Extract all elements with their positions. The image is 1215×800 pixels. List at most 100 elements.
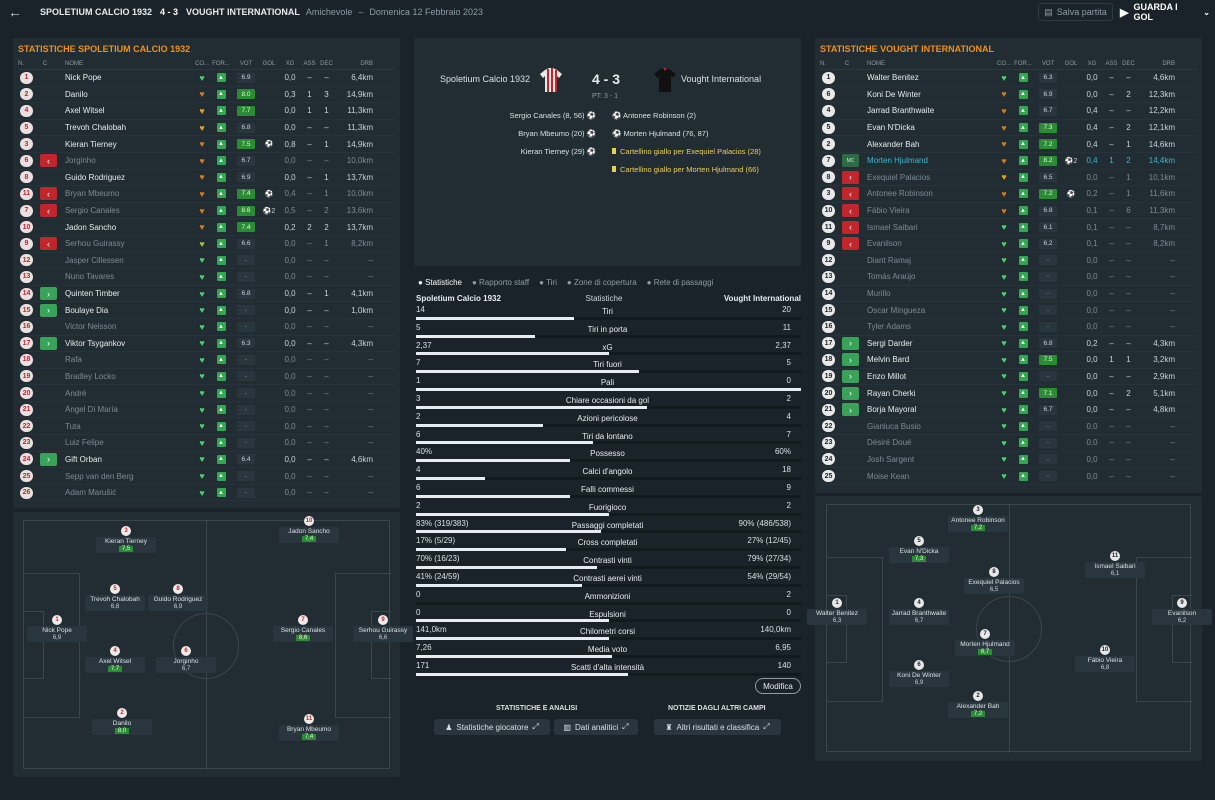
player-row[interactable]: 7 ‹ Sergio Canales ♥ ▲ 8.6 ⚽2 0,5 – 2 13,6km — [18, 203, 395, 220]
player-name[interactable]: Morten Hjulmand — [867, 156, 928, 166]
col-n[interactable]: N. — [18, 60, 24, 67]
player-name[interactable]: Óscar Mingueza — [867, 305, 926, 315]
player-name[interactable]: Quinten Timber — [65, 289, 120, 299]
tab-statistiche[interactable]: ● Statistiche — [418, 278, 462, 287]
player-row[interactable]: 12 Diant Ramaj ♥ ▲ - 0,0 – – – — [820, 253, 1197, 270]
player-row[interactable]: 23 Désiré Doué ♥ ▲ - 0,0 – – – — [820, 435, 1197, 452]
player-row[interactable]: 4 Axel Witsel ♥ ▲ 7.7 0,0 1 1 11,3km — [18, 103, 395, 120]
player-name[interactable]: Tomás Araújo — [867, 272, 916, 282]
player-name[interactable]: Murillo — [867, 289, 891, 299]
tab-tiri[interactable]: ● Tiri — [539, 278, 557, 287]
player-name[interactable]: Axel Witsel — [65, 106, 105, 116]
pitch-player[interactable]: 8 Guido Rodriguez 6,9 — [148, 584, 208, 611]
player-row[interactable]: 3 Kieran Tierney ♥ ▲ 7.5 ⚽ 0,8 – 1 14,9km — [18, 136, 395, 153]
player-name[interactable]: Rayan Cherki — [867, 388, 916, 398]
player-row[interactable]: 25 Moise Kean ♥ ▲ - 0,0 – – – — [820, 468, 1197, 485]
player-row[interactable]: 16 Tyler Adams ♥ ▲ - 0,0 – – – — [820, 319, 1197, 336]
player-name[interactable]: Enzo Millot — [867, 371, 907, 381]
pitch-player[interactable]: 7 Morten Hjulmand 8,7 — [955, 629, 1015, 656]
pitch-player[interactable]: 11 Bryan Mbeumo 7,4 — [279, 714, 339, 741]
player-name[interactable]: Moise Kean — [867, 471, 910, 481]
pitch-player[interactable]: 10 Fábio Vieira 6,8 — [1075, 645, 1135, 672]
save-match-button[interactable]: ▤ Salva partita — [1038, 3, 1113, 21]
player-row[interactable]: 17 › Sergi Darder ♥ ▲ 6.8 0,2 – – 4,3km — [820, 336, 1197, 353]
player-row[interactable]: 24 › Gift Orban ♥ ▲ 6.4 0,0 – – 4,6km — [18, 452, 395, 469]
analytics-button[interactable]: ▥ Dati analitici ⤢ — [554, 719, 638, 735]
col-vot[interactable]: VOT — [1041, 60, 1055, 67]
pitch-player[interactable]: 7 Sergio Canales 8,6 — [273, 615, 333, 642]
player-name[interactable]: Fábio Vieira — [867, 206, 910, 216]
player-name[interactable]: Trevoh Chalobah — [65, 123, 127, 133]
pitch-player[interactable]: 9 Serhou Guirassy 6,6 — [353, 615, 413, 642]
player-name[interactable]: Bradley Locko — [65, 371, 116, 381]
col-ass[interactable]: ASS — [1105, 60, 1118, 67]
player-row[interactable]: 10 Jadon Sancho ♥ ▲ 7.4 0,2 2 2 13,7km — [18, 219, 395, 236]
player-name[interactable]: Danilo — [65, 89, 88, 99]
player-row[interactable]: 7 MC Morten Hjulmand ♥ ▲ 8.2 ⚽2 0,4 1 2 14,4km — [820, 153, 1197, 170]
player-name[interactable]: Josh Sargent — [867, 454, 915, 464]
other-results-button[interactable]: ♜ Altri risultati e classifica ⤢ — [654, 719, 781, 735]
player-name[interactable]: Gianluca Busio — [867, 421, 921, 431]
col-gol[interactable]: GOL — [262, 60, 276, 67]
player-row[interactable]: 5 Trevoh Chalobah ♥ ▲ 6.8 0,0 – – 11,3km — [18, 120, 395, 137]
player-row[interactable]: 19 Bradley Locko ♥ ▲ - 0,0 – – – — [18, 369, 395, 386]
player-row[interactable]: 8 ‹ Exequiel Palacios ♥ ▲ 6.5 0,0 – 1 10,1km — [820, 170, 1197, 187]
player-row[interactable]: 21 Ángel Di María ♥ ▲ - 0,0 – – – — [18, 402, 395, 419]
col-gol[interactable]: GOL — [1064, 60, 1078, 67]
player-row[interactable]: 22 Tuta ♥ ▲ - 0,0 – – – — [18, 418, 395, 436]
player-row[interactable]: 13 Nuno Tavares ♥ ▲ - 0,0 – – – — [18, 269, 395, 286]
player-name[interactable]: Sergi Darder — [867, 338, 913, 348]
col-dec[interactable]: DEC — [1122, 60, 1135, 67]
col-xg[interactable]: XG — [285, 60, 295, 67]
player-name[interactable]: Kieran Tierney — [65, 139, 117, 149]
player-row[interactable]: 15 › Boulaye Dia ♥ ▲ - 0,0 – – 1,0km — [18, 302, 395, 319]
player-row[interactable]: 18 › Melvin Bard ♥ ▲ 7.5 0,0 1 1 3,2km — [820, 352, 1197, 369]
player-row[interactable]: 5 Evan N'Dicka ♥ ▲ 7.3 0,4 – 2 12,1km — [820, 120, 1197, 137]
tab-zone-copertura[interactable]: ● Zone di copertura — [566, 278, 637, 287]
player-name[interactable]: Adam Marušić — [65, 488, 117, 498]
player-row[interactable]: 9 ‹ Evanilson ♥ ▲ 6.2 0,1 – – 8,2km — [820, 236, 1197, 253]
player-name[interactable]: Victor Nelsson — [65, 322, 117, 332]
pitch-player[interactable]: 6 Jorginho 6,7 — [156, 646, 216, 673]
player-name[interactable]: Walter Benitez — [867, 73, 919, 83]
col-co[interactable]: CO... — [195, 60, 210, 67]
player-row[interactable]: 8 Guido Rodriguez ♥ ▲ 6.9 0,0 – 1 13,7km — [18, 170, 395, 187]
player-name[interactable]: Nick Pope — [65, 73, 102, 83]
player-name[interactable]: Sergio Canales — [65, 206, 120, 216]
pitch-player[interactable]: 8 Exequiel Palacios 6,5 — [964, 567, 1024, 594]
col-name[interactable]: NOME — [65, 60, 83, 67]
col-dec[interactable]: DEC — [320, 60, 333, 67]
player-name[interactable]: Jadon Sancho — [65, 222, 117, 232]
pitch-player[interactable]: 4 Axel Witsel 7,7 — [85, 646, 145, 673]
col-xg[interactable]: XG — [1087, 60, 1097, 67]
player-name[interactable]: Jorginho — [65, 156, 96, 166]
pitch-player[interactable]: 3 Antonee Robinson 7,2 — [948, 505, 1008, 532]
player-row[interactable]: 20 André ♥ ▲ - 0,0 – – – — [18, 385, 395, 402]
player-name[interactable]: Rafa — [65, 355, 82, 365]
player-name[interactable]: Désiré Doué — [867, 438, 912, 448]
col-co[interactable]: CO... — [997, 60, 1012, 67]
pitch-player[interactable]: 11 Ismael Saibari 6,1 — [1085, 551, 1145, 578]
player-name[interactable]: Borja Mayoral — [867, 405, 917, 415]
player-name[interactable]: Sepp van den Berg — [65, 471, 134, 481]
modify-button[interactable]: Modifica — [755, 678, 801, 694]
pitch-player[interactable]: 10 Jadon Sancho 7,4 — [279, 516, 339, 543]
col-form[interactable]: FOR... — [1014, 60, 1032, 67]
player-name[interactable]: Jarrad Branthwaite — [867, 106, 935, 116]
player-row[interactable]: 6 ‹ Jorginho ♥ ▲ 6.7 0,0 – – 10,0km — [18, 153, 395, 170]
tab-rete-passaggi[interactable]: ● Rete di passaggi — [646, 278, 714, 287]
player-name[interactable]: André — [65, 388, 87, 398]
player-name[interactable]: Tuta — [65, 421, 81, 431]
col-drb[interactable]: DRB — [360, 60, 373, 67]
player-row[interactable]: 21 › Borja Mayoral ♥ ▲ 6.7 0,0 – – 4,8km — [820, 402, 1197, 419]
pitch-player[interactable]: 3 Kieran Tierney 7,5 — [96, 526, 156, 553]
pitch-player[interactable]: 1 Nick Pope 6,9 — [27, 615, 87, 642]
col-ass[interactable]: ASS — [303, 60, 316, 67]
player-row[interactable]: 22 Gianluca Busio ♥ ▲ - 0,0 – – – — [820, 418, 1197, 436]
player-row[interactable]: 17 › Viktor Tsygankov ♥ ▲ 6.3 0,0 – – 4,3km — [18, 336, 395, 353]
player-stats-button[interactable]: ♟ Statistiche giocatore ⤢ — [434, 719, 550, 735]
player-name[interactable]: Viktor Tsygankov — [65, 338, 126, 348]
pitch-player[interactable]: 1 Walter Benitez 6,3 — [807, 598, 867, 625]
player-row[interactable]: 4 Jarrad Branthwaite ♥ ▲ 6.7 0,4 – – 12,2km — [820, 103, 1197, 120]
player-name[interactable]: Jasper Cillessen — [65, 255, 124, 265]
